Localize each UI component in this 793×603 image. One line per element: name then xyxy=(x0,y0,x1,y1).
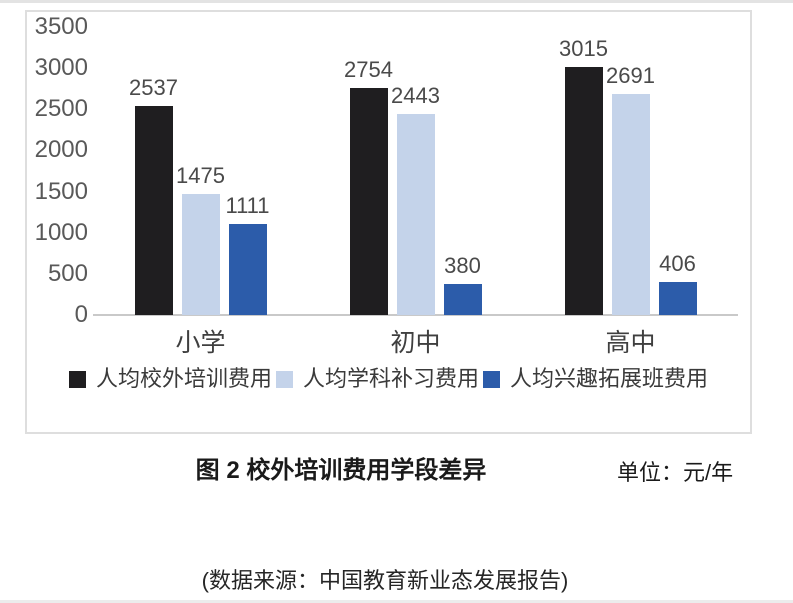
data-source-note: (数据来源：中国教育新业态发展报告) xyxy=(201,568,569,593)
legend-label: 人均学科补习费用 xyxy=(302,366,479,391)
legend-item-1: 人均校外培训费用 xyxy=(68,366,272,392)
legend-swatch-icon xyxy=(483,370,500,388)
legend-item-3: 人均兴趣拓展班费用 xyxy=(483,366,708,392)
top-divider xyxy=(0,0,793,3)
legend-swatch-icon xyxy=(275,370,293,388)
legend-label: 人均兴趣拓展班费用 xyxy=(510,366,709,391)
unit-label: 单位：元/年 xyxy=(617,460,734,485)
legend-label: 人均校外培训费用 xyxy=(95,366,272,391)
figure-caption: 图 2 校外培训费用学段差异 xyxy=(195,457,487,484)
chart-legend: 人均校外培训费用 人均学科补习费用 人均兴趣拓展班费用 xyxy=(25,366,752,392)
legend-item-2: 人均学科补习费用 xyxy=(275,366,479,392)
legend-swatch-icon xyxy=(68,370,86,388)
bottom-divider xyxy=(0,600,793,603)
